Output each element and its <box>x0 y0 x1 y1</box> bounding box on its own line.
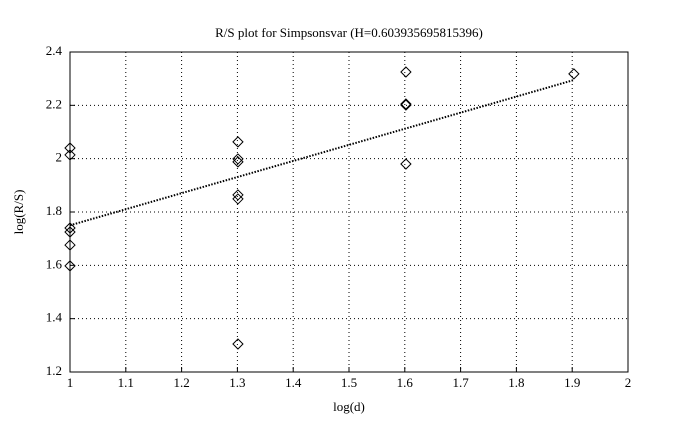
y-axis-label: log(R/S) <box>11 190 26 235</box>
y-tick-label: 2.2 <box>46 96 62 111</box>
x-tick-label: 1.5 <box>341 375 357 390</box>
data-point <box>64 222 76 234</box>
x-tick-label: 1.1 <box>118 375 134 390</box>
x-tick-label: 1.6 <box>397 375 414 390</box>
y-tick-label: 1.8 <box>46 203 62 218</box>
data-point <box>400 158 412 170</box>
data-point <box>232 193 244 205</box>
data-point <box>232 156 244 168</box>
data-point <box>400 66 412 78</box>
data-point <box>64 142 76 154</box>
data-point <box>232 338 244 350</box>
data-point <box>400 98 412 110</box>
data-point <box>232 153 244 165</box>
fit-line <box>69 79 575 227</box>
x-tick-label: 1.9 <box>564 375 580 390</box>
data-point <box>64 260 76 272</box>
data-point <box>568 68 580 80</box>
x-tick-label: 2 <box>625 375 632 390</box>
y-tick-label: 1.6 <box>46 256 63 271</box>
x-tick-label: 1.4 <box>285 375 302 390</box>
chart-title: R/S plot for Simpsonsvar (H=0.6039356958… <box>215 25 483 40</box>
x-tick-label: 1.8 <box>508 375 524 390</box>
data-point <box>64 239 76 251</box>
data-point <box>232 136 244 148</box>
x-tick-label: 1.7 <box>452 375 469 390</box>
data-point <box>400 99 412 111</box>
y-tick-label: 1.4 <box>46 310 63 325</box>
x-tick-label: 1.3 <box>229 375 245 390</box>
data-point <box>64 149 76 161</box>
y-tick-label: 2.4 <box>46 43 63 58</box>
y-tick-label: 2 <box>56 150 63 165</box>
x-tick-label: 1.2 <box>173 375 189 390</box>
data-point <box>232 189 244 201</box>
y-tick-label: 1.2 <box>46 363 62 378</box>
data-point <box>64 226 76 238</box>
x-tick-label: 1 <box>67 375 74 390</box>
x-axis-label: log(d) <box>333 399 365 414</box>
